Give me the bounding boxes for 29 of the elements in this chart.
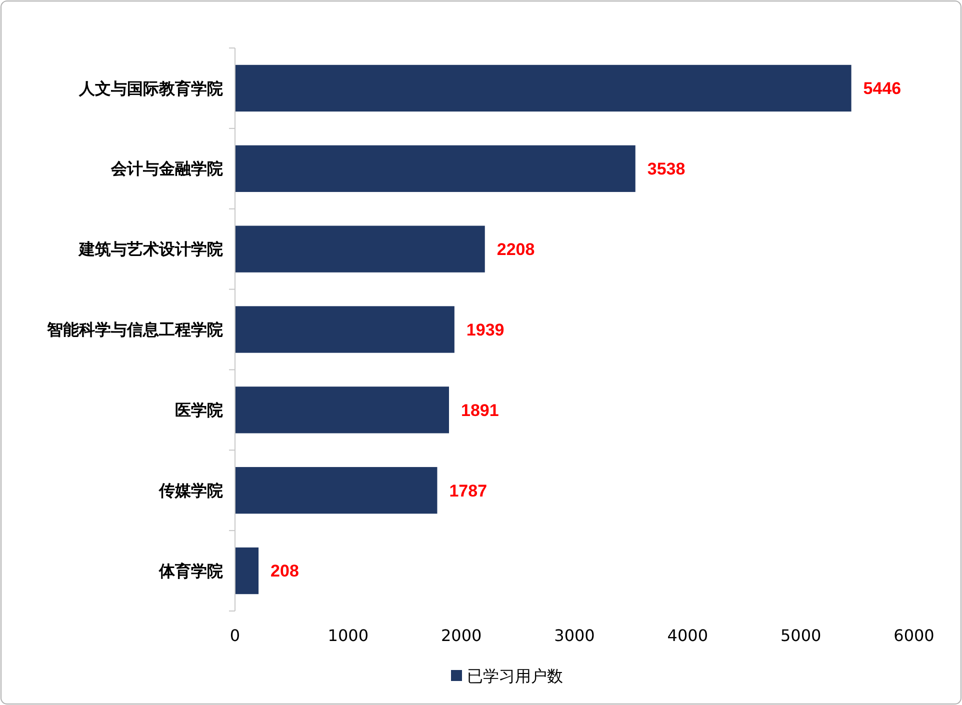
data-label: 3538	[647, 160, 686, 179]
x-tick-label: 4000	[667, 626, 708, 645]
y-tick-label: 智能科学与信息工程学院	[46, 320, 223, 340]
data-label: 1939	[466, 320, 504, 340]
y-tick-label: 人文与国际教育学院	[78, 78, 223, 98]
y-tick-label: 会计与金融学院	[110, 159, 223, 178]
y-tick-label: 建筑与艺术设计学院	[77, 240, 223, 259]
data-label: 1891	[461, 400, 499, 420]
x-tick-label: 3000	[554, 626, 595, 645]
bar	[235, 145, 636, 192]
y-tick-label: 医学院	[175, 400, 223, 420]
data-label: 1787	[449, 481, 488, 500]
x-tick-label: 6000	[894, 626, 934, 645]
legend-label: 已学习用户数	[467, 666, 563, 686]
y-tick-label: 传媒学院	[158, 480, 223, 500]
bar	[235, 386, 449, 434]
x-tick-label: 0	[230, 626, 240, 645]
data-label: 2208	[496, 240, 535, 260]
data-label: 5446	[863, 79, 902, 98]
bar	[235, 306, 454, 353]
bar	[235, 64, 852, 112]
bar	[235, 226, 485, 272]
bar	[235, 467, 438, 514]
y-tick-label: 体育学院	[158, 561, 223, 580]
x-tick-label: 1000	[328, 626, 369, 645]
data-label: 208	[270, 562, 299, 581]
x-tick-label: 2000	[440, 626, 482, 645]
x-tick-label: 5000	[780, 626, 822, 645]
bar	[235, 547, 259, 594]
